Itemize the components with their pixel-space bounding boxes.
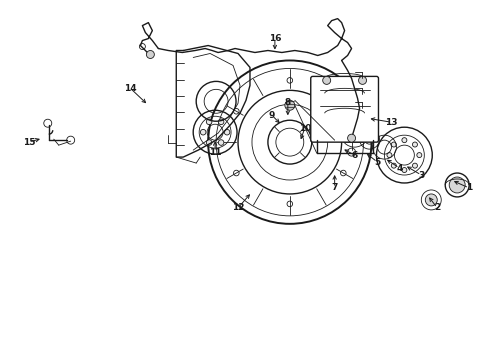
Circle shape [392,163,396,168]
Text: 13: 13 [385,118,398,127]
Text: 12: 12 [232,203,245,212]
Circle shape [402,167,407,172]
Circle shape [323,76,331,84]
Circle shape [224,129,230,135]
Circle shape [392,142,396,147]
Circle shape [347,134,356,142]
Circle shape [200,129,206,135]
Circle shape [359,76,367,84]
Circle shape [287,201,293,207]
Circle shape [147,50,154,58]
Circle shape [413,142,417,147]
Text: 1: 1 [466,184,472,193]
Text: 4: 4 [396,163,403,172]
Circle shape [417,153,422,158]
Circle shape [449,177,465,193]
Circle shape [425,194,437,206]
Circle shape [341,170,346,176]
Circle shape [234,108,239,114]
Text: 11: 11 [209,148,221,157]
Circle shape [402,138,407,143]
Text: 3: 3 [418,171,424,180]
Text: 14: 14 [124,84,137,93]
Circle shape [219,140,224,145]
Circle shape [234,170,239,176]
Circle shape [387,153,392,158]
FancyBboxPatch shape [311,76,378,142]
Text: 5: 5 [374,158,381,167]
Text: 10: 10 [298,124,311,133]
Text: 15: 15 [23,138,35,147]
Circle shape [206,119,212,125]
Circle shape [341,108,346,114]
Circle shape [413,163,417,168]
Text: 7: 7 [331,184,338,193]
Text: 6: 6 [351,150,358,159]
Text: 16: 16 [269,34,281,43]
Circle shape [219,119,224,125]
Text: 8: 8 [285,98,291,107]
Circle shape [285,100,295,110]
Text: 2: 2 [434,203,441,212]
Circle shape [206,140,212,145]
Circle shape [287,78,293,83]
Text: 9: 9 [269,111,275,120]
